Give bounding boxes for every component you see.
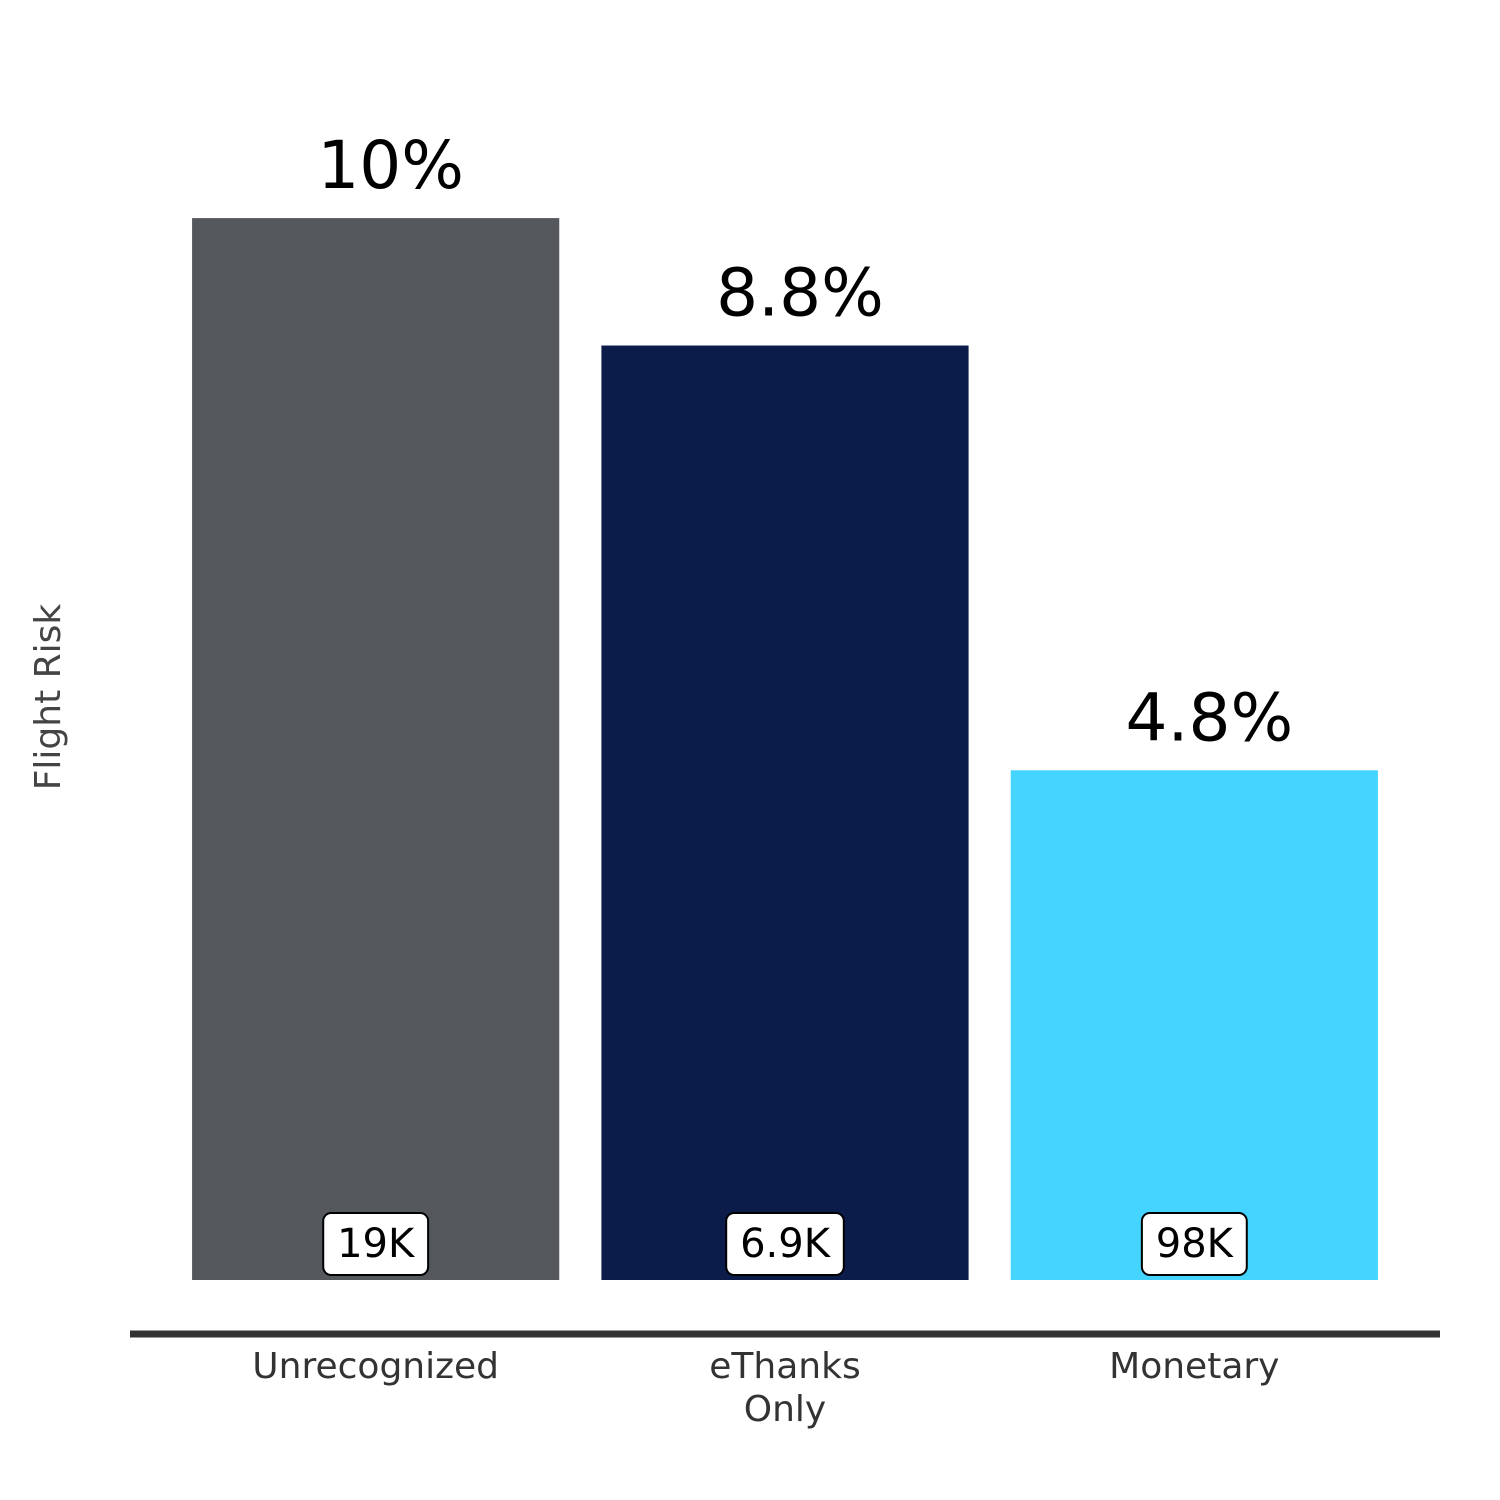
value-label: 10%: [317, 127, 464, 204]
bar: [192, 218, 560, 1281]
count-label-box: [725, 1212, 845, 1276]
x-tick-label: Monetary: [1109, 1346, 1279, 1387]
count-label-box: [1140, 1212, 1248, 1276]
value-label: 8.8%: [716, 255, 884, 332]
count-label: 6.9K: [740, 1221, 832, 1267]
count-label-box: [322, 1212, 430, 1276]
count-label: 98K: [1156, 1221, 1235, 1267]
bar: [601, 345, 969, 1280]
x-tick-label: eThanks Only: [709, 1346, 860, 1430]
y-axis-label: Flight Risk: [28, 604, 69, 791]
value-label: 4.8%: [1125, 679, 1293, 756]
x-tick-label: Unrecognized: [252, 1346, 499, 1387]
bar: [1010, 770, 1378, 1280]
count-label: 19K: [337, 1221, 416, 1267]
